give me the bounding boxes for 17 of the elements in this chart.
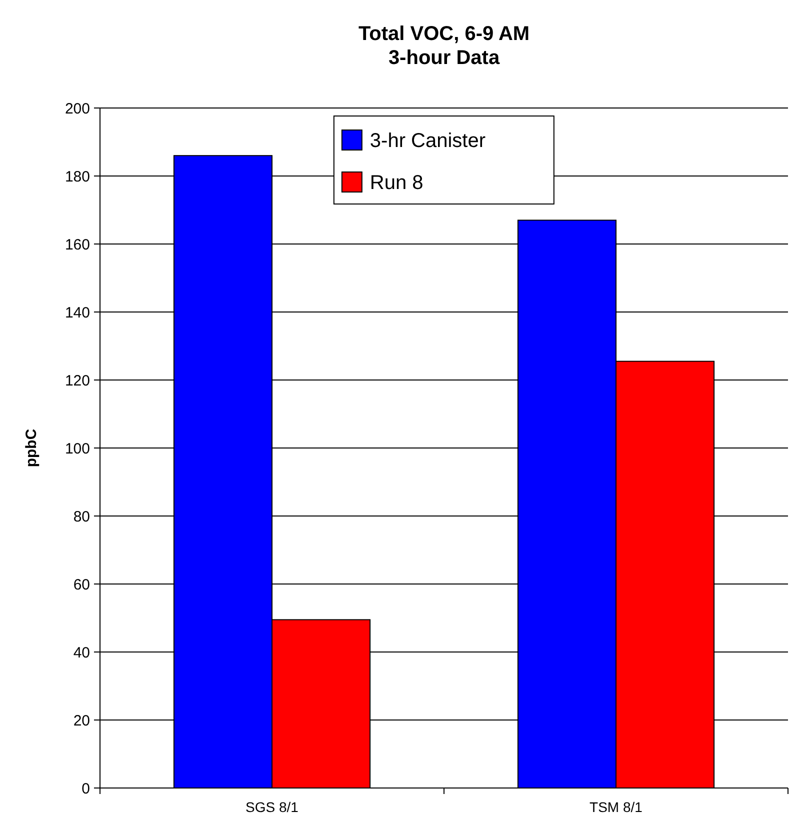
- y-tick-label: 40: [73, 644, 90, 662]
- y-tick-label: 120: [64, 372, 90, 390]
- x-tick-label: TSM 8/1: [590, 799, 643, 815]
- y-tick-label: 60: [73, 576, 90, 594]
- y-tick-label: 160: [64, 236, 90, 254]
- y-tick-label: 180: [64, 168, 90, 186]
- y-tick-label: 140: [64, 304, 90, 322]
- y-tick-label: 200: [64, 100, 90, 118]
- y-tick-label: 100: [64, 440, 90, 458]
- chart-title: Total VOC, 6-9 AM 3-hour Data: [358, 23, 530, 69]
- y-tick-label: 0: [82, 780, 90, 798]
- x-tick-label: SGS 8/1: [246, 799, 299, 815]
- y-axis-title: ppbC: [23, 428, 40, 468]
- legend-label: 3-hr Canister: [370, 130, 486, 152]
- legend-label: Run 8: [370, 172, 424, 194]
- y-tick-label: 80: [73, 508, 90, 526]
- y-tick-label: 20: [73, 712, 90, 730]
